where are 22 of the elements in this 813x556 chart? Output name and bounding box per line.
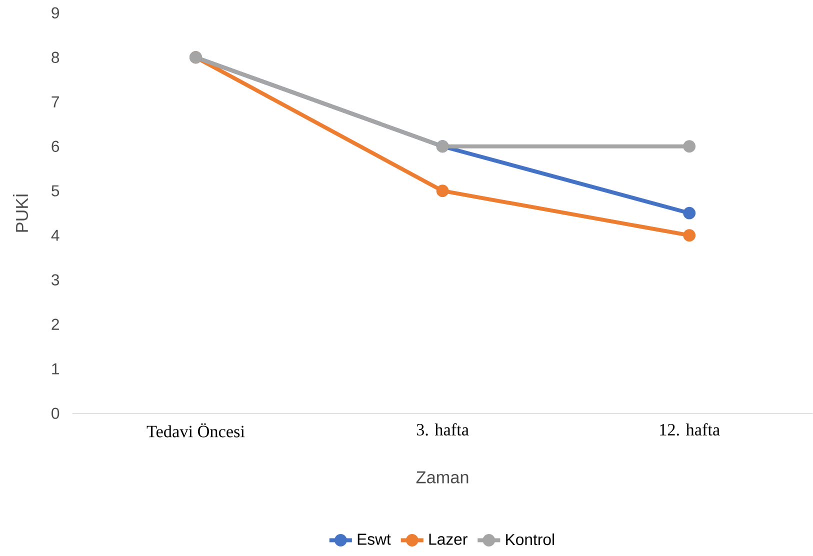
point bbox=[683, 140, 696, 153]
y-tick-label: 8 bbox=[52, 52, 60, 63]
y-tick-label: 4 bbox=[51, 230, 60, 241]
y-tick-label: 1 bbox=[52, 363, 59, 374]
y-tick-label: 0 bbox=[52, 408, 60, 419]
point bbox=[683, 229, 696, 242]
legend-label: Eswt bbox=[358, 534, 391, 545]
y-tick-label: 2 bbox=[52, 318, 59, 330]
legend-label: Lazer bbox=[429, 534, 468, 545]
point bbox=[436, 184, 449, 198]
x-tick-label: 3. hafta bbox=[416, 423, 469, 436]
x-tick-label: 12. hafta bbox=[660, 423, 720, 436]
x-axis-title: Zaman bbox=[416, 471, 468, 484]
y-tick-label: 5 bbox=[52, 185, 60, 196]
y-tick-label: 3 bbox=[52, 274, 60, 286]
y-axis-title: PUKİ bbox=[12, 194, 28, 232]
y-tick-label: 6 bbox=[52, 140, 60, 152]
y-tick-label: 9 bbox=[52, 7, 59, 18]
y-tick-label: 7 bbox=[52, 96, 59, 108]
point bbox=[683, 206, 696, 220]
legend-label: Kontrol bbox=[506, 533, 554, 546]
x-tick-label: Tedavi Öncesi bbox=[146, 423, 245, 438]
